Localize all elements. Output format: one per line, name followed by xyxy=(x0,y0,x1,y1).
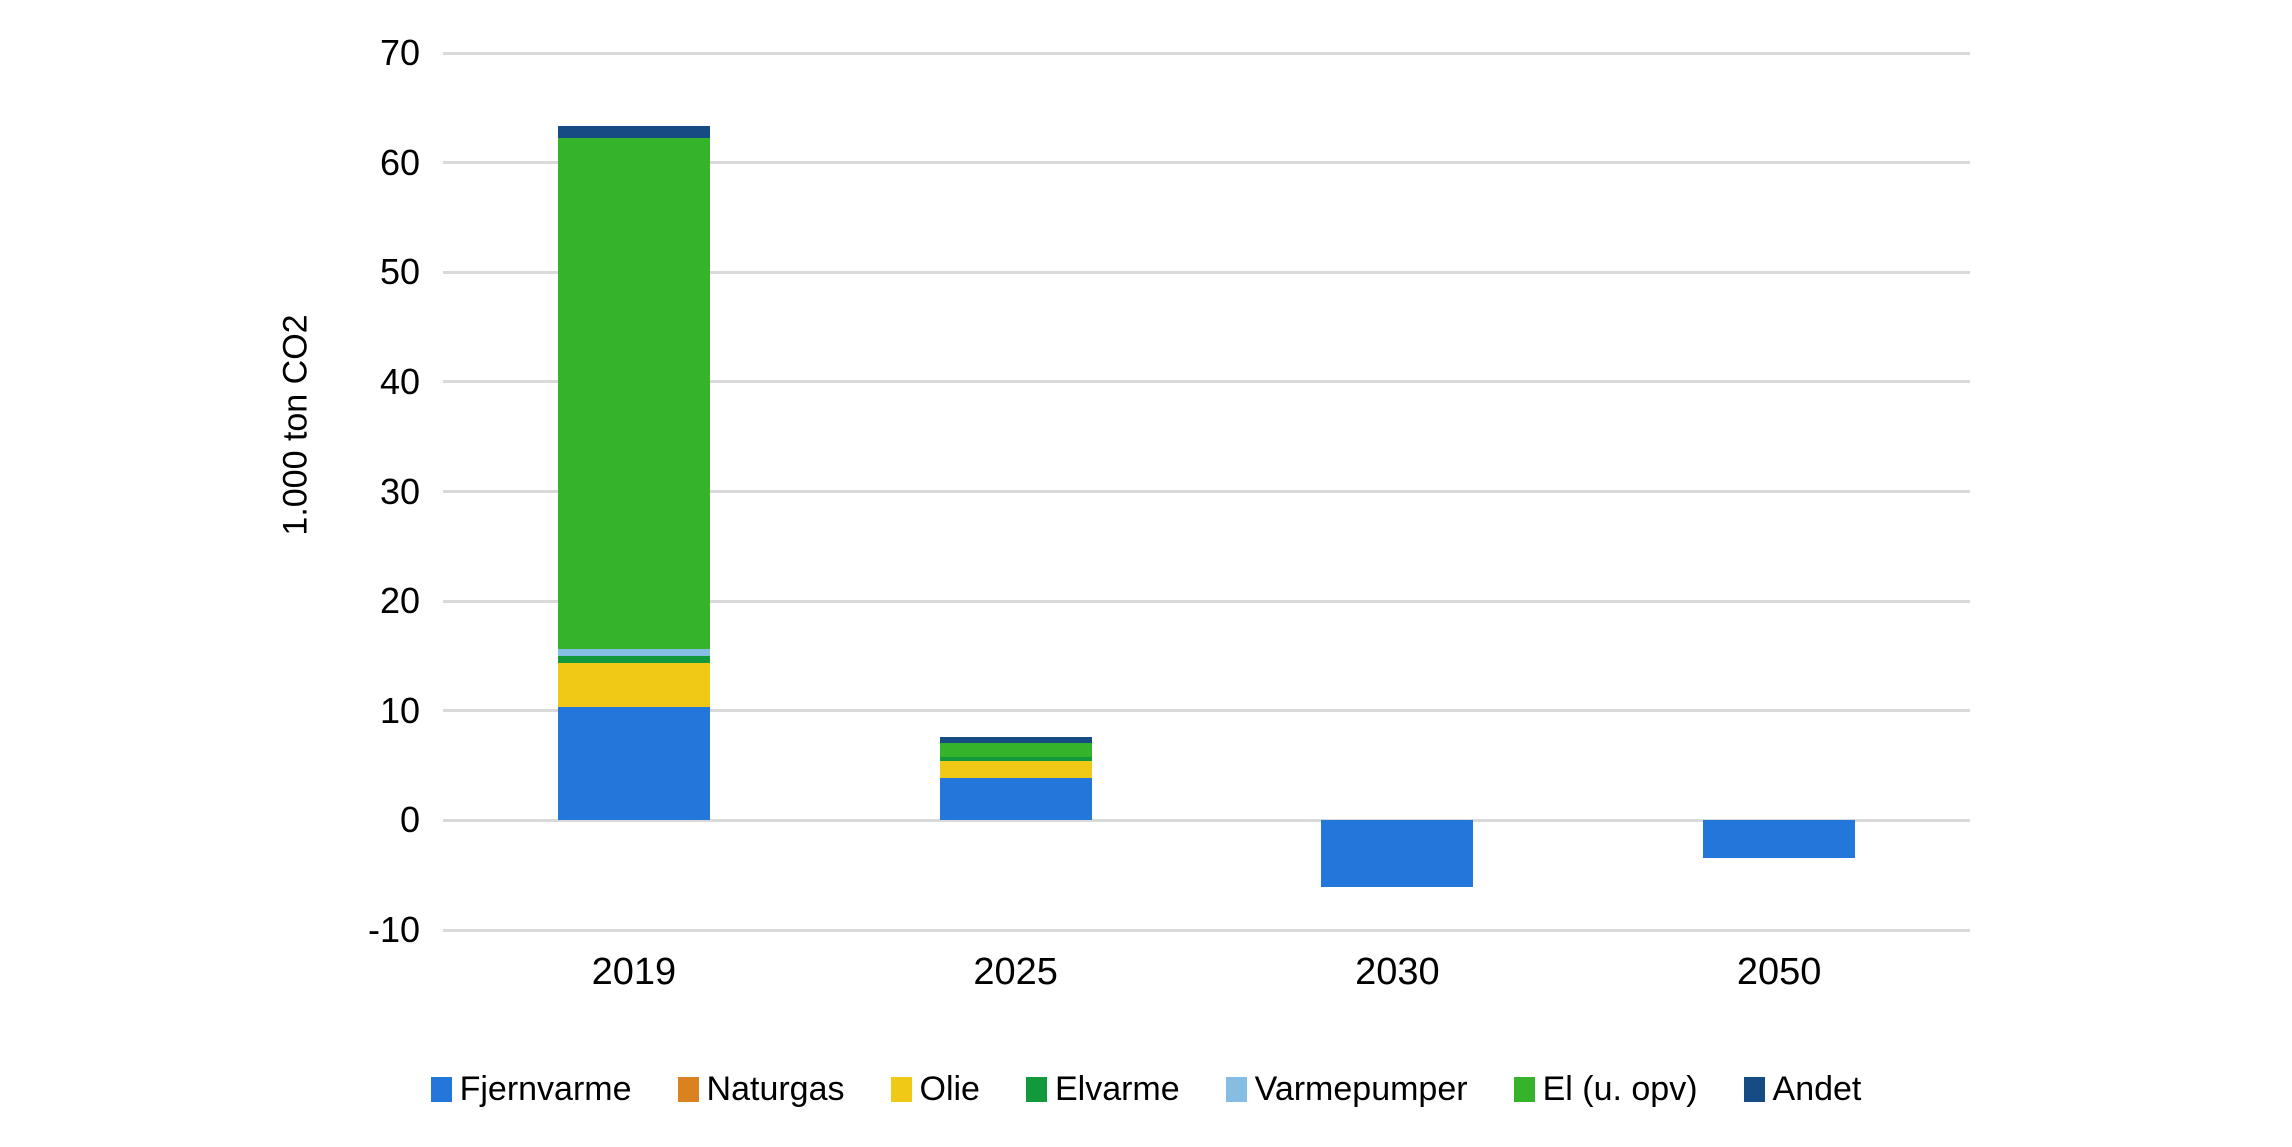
legend-label-varmepumper: Varmepumper xyxy=(1254,1070,1468,1108)
x-axis-label-2050: 2050 xyxy=(1736,951,1822,993)
legend-item-naturgas: Naturgas xyxy=(677,1070,845,1109)
y-tick-label-50: 50 xyxy=(379,251,420,293)
y-tick-label-20: 20 xyxy=(379,580,420,622)
gridline-0 xyxy=(443,818,1970,822)
legend-swatch-varmepumper xyxy=(1225,1077,1247,1102)
bar-segment-2025-olie xyxy=(939,761,1092,778)
x-axis-label-2019: 2019 xyxy=(591,951,677,993)
y-tick-label-70: 70 xyxy=(379,32,420,73)
plot-area xyxy=(443,51,1970,932)
legend-swatch-elvarme xyxy=(1025,1077,1047,1102)
y-tick-label-40: 40 xyxy=(379,360,420,402)
bar-segment-2019-varmepumper xyxy=(557,648,710,656)
legend-item-varmepumper: Varmepumper xyxy=(1225,1070,1468,1109)
x-axis-label-2025: 2025 xyxy=(973,951,1058,993)
bar-segment-2019-andet xyxy=(557,126,710,138)
bar-segment-2025-elvarme xyxy=(939,757,1092,762)
legend-item-fjernvarme: Fjernvarme xyxy=(430,1070,632,1109)
legend-label-fjernvarme: Fjernvarme xyxy=(459,1070,632,1108)
legend-swatch-naturgas xyxy=(677,1077,699,1102)
bar-segment-2019-el-u-opv xyxy=(557,137,710,649)
legend-label-naturgas: Naturgas xyxy=(706,1070,845,1108)
legend-label-el-u-opv: El (u. opv) xyxy=(1542,1070,1698,1108)
gridline--10 xyxy=(443,928,1970,932)
y-tick-label-10: 10 xyxy=(379,689,420,731)
gridline-60 xyxy=(443,161,1970,165)
legend-swatch-el-u-opv xyxy=(1513,1077,1535,1102)
legend-item-andet: Andet xyxy=(1743,1070,1862,1109)
legend-swatch-olie xyxy=(890,1077,912,1102)
y-tick-label-60: 60 xyxy=(379,141,420,183)
bar-segment-2050-fjernvarme xyxy=(1703,820,1856,858)
y-tick-label--10: -10 xyxy=(367,909,420,950)
legend-item-elvarme: Elvarme xyxy=(1025,1070,1180,1109)
bar-segment-2025-el-u-opv xyxy=(939,743,1092,758)
legend-swatch-fjernvarme xyxy=(430,1077,452,1102)
bar-segment-2019-fjernvarme xyxy=(557,707,710,821)
bar-segment-2025-fjernvarme xyxy=(939,777,1092,821)
gridline-30 xyxy=(443,490,1970,493)
y-tick-label-30: 30 xyxy=(379,470,420,512)
gridline-10 xyxy=(443,709,1970,713)
legend-item-el-u-opv: El (u. opv) xyxy=(1513,1070,1698,1109)
bar-segment-2019-elvarme xyxy=(557,655,710,663)
legend-label-olie: Olie xyxy=(919,1070,980,1108)
gridline-70 xyxy=(443,51,1970,55)
bar-segment-2030-fjernvarme xyxy=(1321,820,1474,888)
x-axis-label-2030: 2030 xyxy=(1355,951,1440,993)
gridline-40 xyxy=(443,380,1970,384)
gridline-50 xyxy=(443,270,1970,274)
legend: Fjernvarme Naturgas Olie Elvarme Varmepumper… xyxy=(0,1070,2292,1109)
y-tick-label-0: 0 xyxy=(399,799,420,841)
bar-segment-2025-andet xyxy=(939,736,1092,744)
legend-label-andet: Andet xyxy=(1772,1070,1862,1108)
legend-swatch-andet xyxy=(1743,1077,1765,1102)
bar-segment-2019-olie xyxy=(557,662,710,708)
legend-item-olie: Olie xyxy=(890,1070,980,1109)
legend-label-elvarme: Elvarme xyxy=(1054,1070,1180,1108)
gridline-20 xyxy=(443,599,1970,603)
